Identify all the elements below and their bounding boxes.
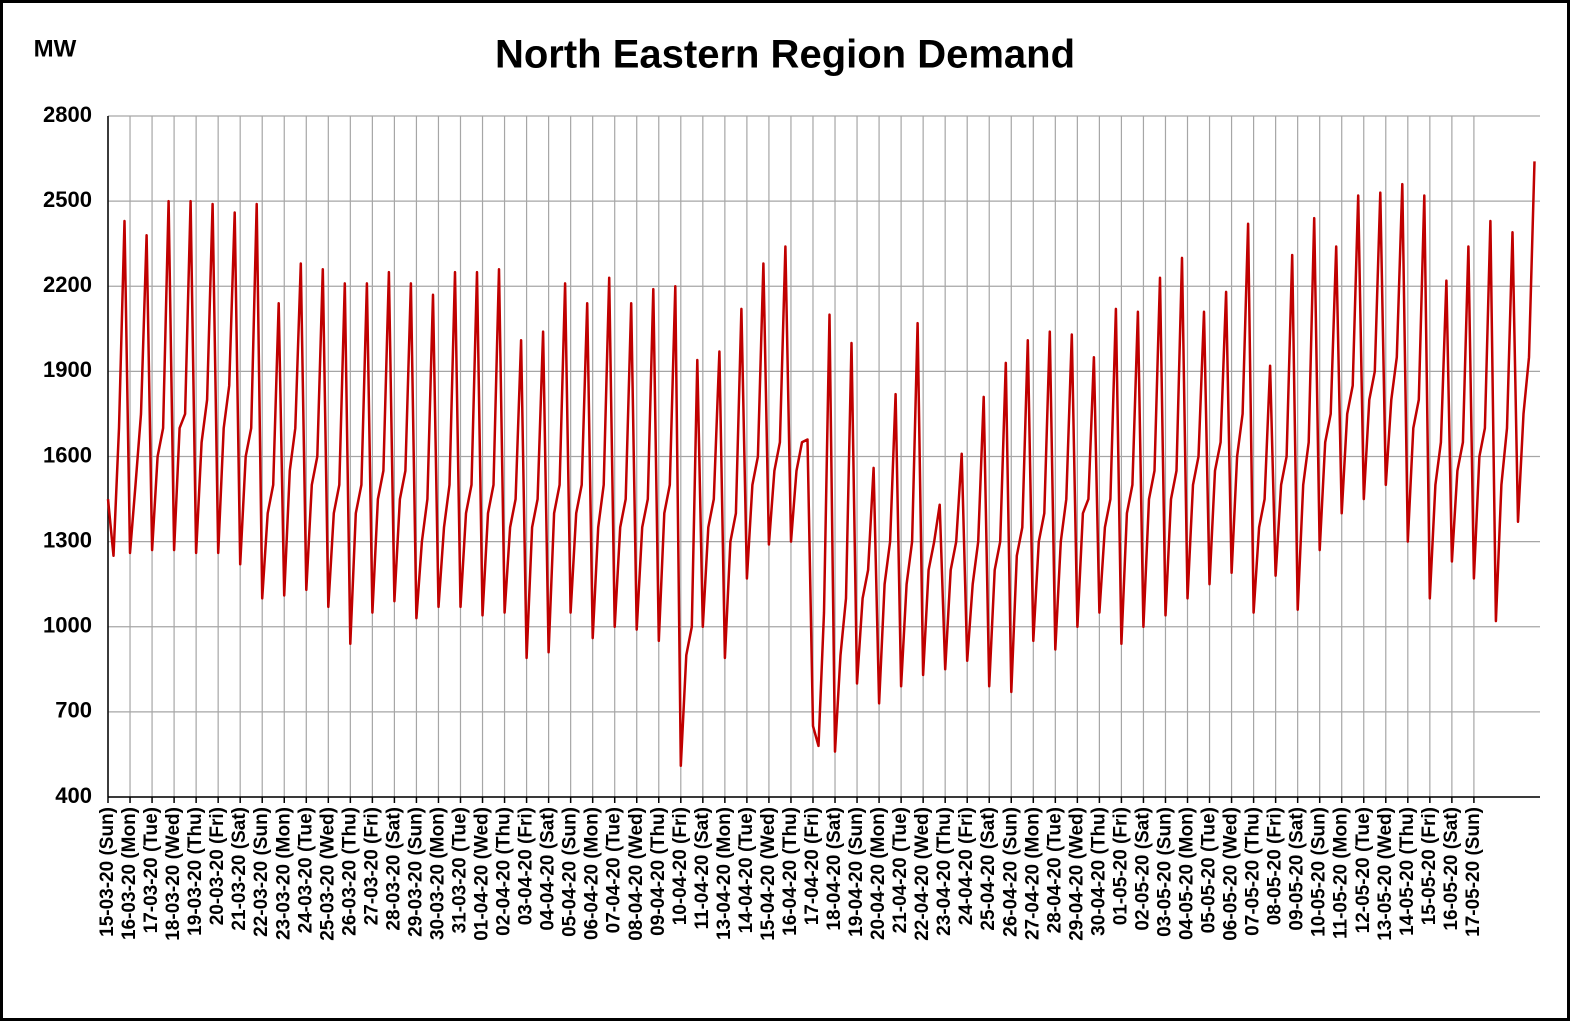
y-axis-label: MW	[34, 35, 77, 62]
y-tick-label: 2800	[43, 102, 92, 127]
x-tick-label: 03-04-20 (Fri)	[516, 807, 537, 925]
x-tick-label: 31-03-20 (Tue)	[450, 807, 471, 933]
x-tick-label: 29-03-20 (Sun)	[405, 807, 426, 937]
y-tick-label: 1600	[43, 442, 92, 467]
x-tick-label: 12-05-20 (Tue)	[1353, 807, 1374, 933]
x-tick-label: 28-04-20 (Tue)	[1044, 807, 1065, 933]
x-tick-label: 27-04-20 (Mon)	[1022, 807, 1043, 940]
x-tick-label: 04-04-20 (Sat)	[538, 807, 559, 931]
x-tick-label: 19-04-20 (Sun)	[846, 807, 867, 937]
x-tick-label: 17-03-20 (Tue)	[141, 807, 162, 933]
x-tick-label: 30-04-20 (Thu)	[1088, 807, 1109, 936]
x-tick-label: 06-04-20 (Mon)	[582, 807, 603, 940]
x-tick-label: 09-04-20 (Thu)	[648, 807, 669, 936]
x-tick-label: 14-05-20 (Thu)	[1397, 807, 1418, 936]
x-tick-label: 16-05-20 (Sat)	[1441, 807, 1462, 931]
x-tick-label: 25-04-20 (Sat)	[978, 807, 999, 931]
x-tick-label: 29-04-20 (Wed)	[1066, 807, 1087, 941]
x-tick-label: 25-03-20 (Wed)	[317, 807, 338, 941]
x-tick-label: 22-03-20 (Sun)	[251, 807, 272, 937]
x-tick-label: 15-04-20 (Wed)	[758, 807, 779, 941]
x-tick-label: 24-04-20 (Fri)	[956, 807, 977, 925]
x-tick-label: 08-04-20 (Wed)	[626, 807, 647, 941]
x-tick-label: 27-03-20 (Fri)	[361, 807, 382, 925]
x-tick-label: 06-05-20 (Wed)	[1221, 807, 1242, 941]
x-tick-label: 20-04-20 (Mon)	[868, 807, 889, 940]
x-tick-label: 16-04-20 (Thu)	[780, 807, 801, 936]
y-tick-label: 1000	[43, 613, 92, 638]
y-tick-label: 1900	[43, 357, 92, 382]
x-tick-label: 01-04-20 (Wed)	[472, 807, 493, 941]
x-tick-label: 09-05-20 (Sat)	[1287, 807, 1308, 931]
y-tick-label: 2200	[43, 272, 92, 297]
x-tick-label: 14-04-20 (Tue)	[736, 807, 757, 933]
x-tick-label: 18-04-20 (Sat)	[824, 807, 845, 931]
x-tick-label: 23-03-20 (Mon)	[273, 807, 294, 940]
x-tick-label: 02-05-20 (Sat)	[1132, 807, 1153, 931]
x-tick-label: 13-04-20 (Mon)	[714, 807, 735, 940]
chart-title: North Eastern Region Demand	[495, 33, 1075, 77]
y-tick-label: 1300	[43, 527, 92, 552]
y-tick-label: 700	[55, 698, 92, 723]
x-tick-label: 24-03-20 (Tue)	[295, 807, 316, 933]
x-tick-label: 22-04-20 (Wed)	[912, 807, 933, 941]
x-tick-label: 26-03-20 (Thu)	[339, 807, 360, 936]
x-tick-label: 30-03-20 (Mon)	[427, 807, 448, 940]
x-tick-label: 19-03-20 (Thu)	[185, 807, 206, 936]
x-tick-label: 08-05-20 (Fri)	[1265, 807, 1286, 925]
x-tick-label: 18-03-20 (Wed)	[163, 807, 184, 941]
x-tick-label: 23-04-20 (Thu)	[934, 807, 955, 936]
x-tick-label: 05-05-20 (Tue)	[1199, 807, 1220, 933]
x-tick-label: 13-05-20 (Wed)	[1375, 807, 1396, 941]
y-tick-label: 2500	[43, 187, 92, 212]
x-tick-label: 16-03-20 (Mon)	[119, 807, 140, 940]
x-tick-label: 15-03-20 (Sun)	[97, 807, 118, 937]
x-tick-label: 07-05-20 (Thu)	[1243, 807, 1264, 936]
x-tick-label: 21-04-20 (Tue)	[890, 807, 911, 933]
x-tick-label: 28-03-20 (Sat)	[383, 807, 404, 931]
x-tick-label: 07-04-20 (Tue)	[604, 807, 625, 933]
x-tick-label: 04-05-20 (Mon)	[1177, 807, 1198, 940]
x-tick-label: 17-05-20 (Sun)	[1463, 807, 1484, 937]
x-tick-label: 11-05-20 (Mon)	[1331, 807, 1352, 939]
x-tick-label: 11-04-20 (Sat)	[692, 807, 713, 930]
x-tick-label: 05-04-20 (Sun)	[560, 807, 581, 937]
y-tick-label: 400	[55, 783, 92, 808]
x-tick-label: 02-04-20 (Thu)	[494, 807, 515, 936]
x-tick-label: 17-04-20 (Fri)	[802, 807, 823, 925]
demand-line	[106, 161, 1536, 768]
x-tick-label: 01-05-20 (Fri)	[1110, 807, 1131, 925]
x-tick-label: 26-04-20 (Sun)	[1000, 807, 1021, 937]
x-tick-label: 15-05-20 (Fri)	[1419, 807, 1440, 925]
x-tick-label: 20-03-20 (Fri)	[207, 807, 228, 925]
x-tick-label: 10-04-20 (Fri)	[670, 807, 691, 925]
x-tick-label: 10-05-20 (Sun)	[1309, 807, 1330, 937]
x-tick-label: 03-05-20 (Sun)	[1154, 807, 1175, 937]
x-tick-label: 21-03-20 (Sat)	[229, 807, 250, 931]
